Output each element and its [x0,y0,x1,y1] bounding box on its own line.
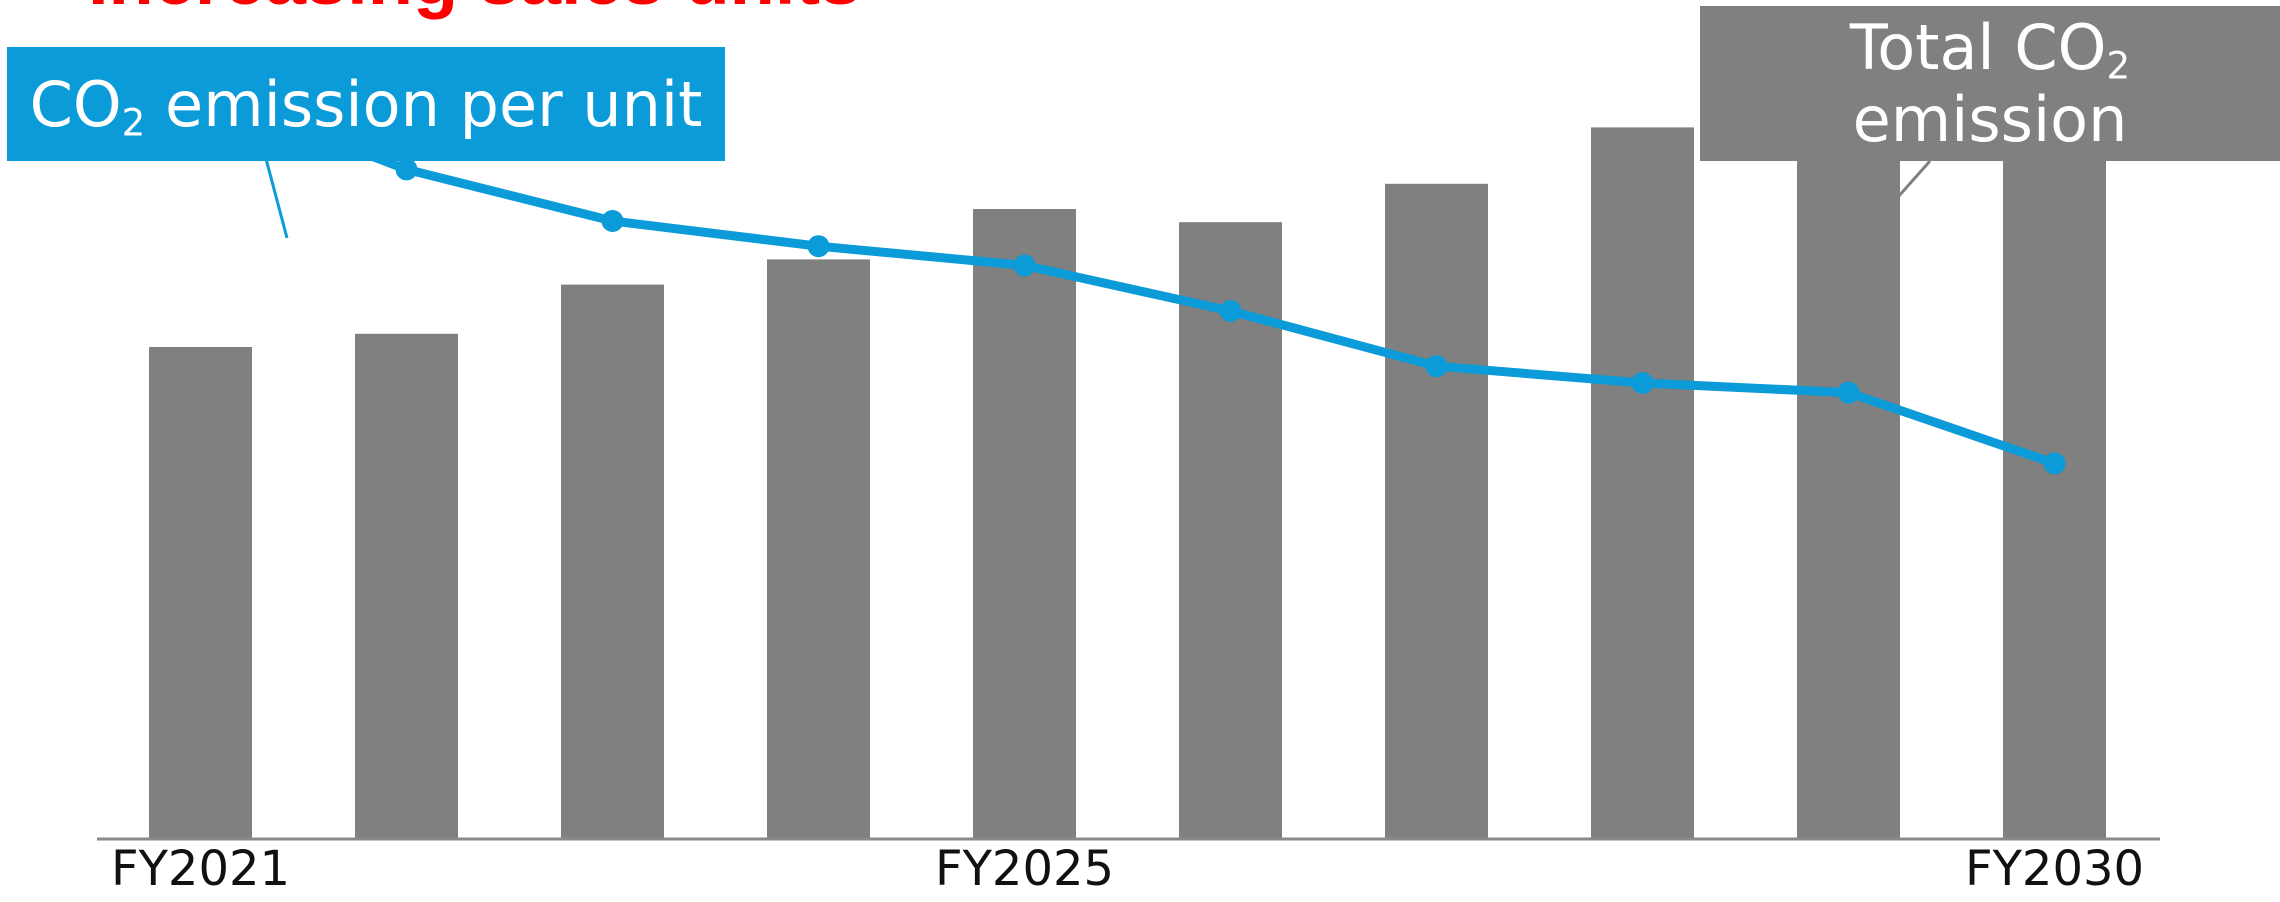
total-emission-bar [2003,138,2106,839]
total-callout-leader [1880,160,1932,216]
per-unit-emission-point [807,235,830,258]
x-tick-label: FY2021 [111,841,291,897]
per-unit-emission-point [601,210,624,232]
total-emission-bar [355,333,458,839]
per-unit-emission-point [1013,254,1036,277]
total-emission-bar [767,259,870,839]
line-series-layer [189,80,2066,475]
total-emission-bar [973,209,1076,839]
per-unit-emission-point [1631,372,1654,394]
total-emission-bar [1797,91,1900,839]
per-unit-emission-point [1425,355,1448,378]
total-emission-bar [561,284,664,840]
headline-text: Increasing sales units [88,0,861,16]
callout-leaders [263,154,1932,239]
x-tick-label: FY2025 [935,841,1115,897]
bars-layer [149,91,2106,840]
per-unit-legend-label: CO2 emission per unit [7,47,725,161]
per-unit-emission-point [395,158,418,181]
per-unit-emission-point [2043,452,2066,475]
total-emission-bar [1385,183,1488,840]
x-tick-label: FY2030 [1965,841,2145,897]
per-unit-callout-leader [263,154,289,239]
per-unit-emission-line [196,86,2059,468]
total-emission-bar [149,347,252,839]
total-emission-bar [1179,222,1282,839]
total-legend-label: Total CO2 emission [1700,6,2280,161]
per-unit-emission-point [1219,300,1242,322]
total-emission-bar [1591,127,1694,839]
per-unit-emission-point [1837,381,1860,404]
